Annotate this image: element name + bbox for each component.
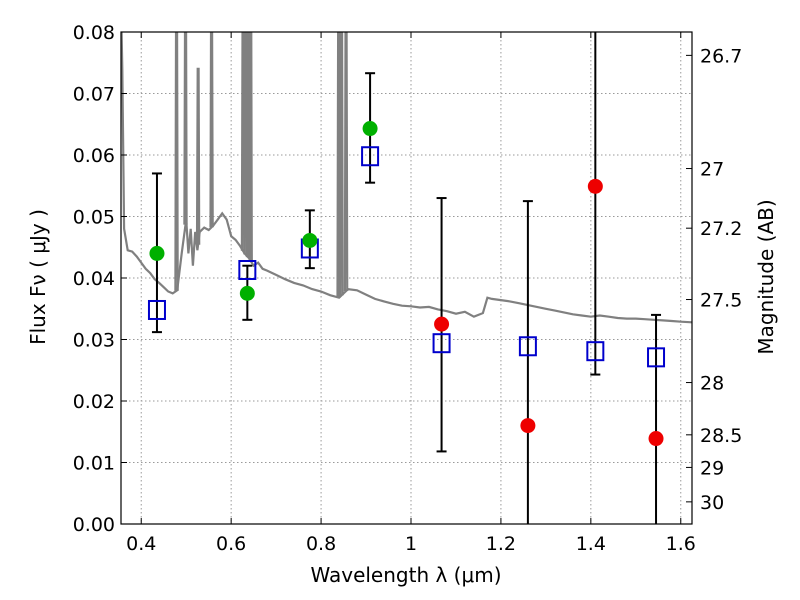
magnitude-tick-label: 27 — [700, 159, 724, 181]
emission-line-spike — [174, 32, 179, 291]
emission-line-spike — [195, 67, 201, 245]
magnitude-tick-label: 29 — [700, 457, 724, 479]
emission-line-spike — [248, 32, 253, 261]
emission-line-spike — [339, 32, 344, 296]
model-point — [518, 336, 537, 357]
y-tick-label: 0.03 — [73, 330, 115, 352]
emission-line-spike — [183, 32, 188, 225]
model-point — [361, 146, 380, 167]
detection-point — [302, 232, 318, 248]
model-spectrum — [121, 32, 692, 324]
model-points — [147, 146, 666, 368]
y-tick-label: 0.07 — [73, 84, 115, 106]
y-tick-label: 0.05 — [73, 207, 115, 229]
detection-point — [149, 245, 165, 261]
limit-point — [434, 316, 450, 332]
y-tick-label: 0.01 — [73, 453, 115, 475]
limit-point — [520, 418, 536, 434]
limit-point — [587, 178, 603, 194]
grid — [121, 32, 692, 524]
model-point — [432, 333, 451, 354]
y-tick-label: 0.08 — [73, 22, 115, 44]
model-point — [238, 260, 257, 281]
emission-line-spike — [209, 32, 214, 228]
magnitude-axis-label: Magnitude (AB) — [754, 199, 778, 354]
x-tick-label: 1.4 — [576, 533, 606, 555]
y-tick-label: 0.04 — [73, 268, 115, 290]
emission-line-spike — [245, 32, 251, 258]
limit-point — [648, 431, 664, 447]
observed-points — [149, 121, 664, 447]
x-tick-label: 0.6 — [216, 533, 246, 555]
x-tick-label: 1 — [405, 533, 417, 555]
emission-line-spike — [336, 32, 341, 298]
model-point — [147, 299, 166, 320]
magnitude-tick-label: 28 — [700, 373, 724, 395]
magnitude-tick-label: 27.2 — [700, 218, 742, 240]
axis-ticks: 0.4 0.6 0.8 1 1.2 1.4 1.6 0.00 0.01 0.02 0.03 0.04 0… — [73, 22, 743, 555]
y-tick-label: 0.02 — [73, 391, 115, 413]
x-axis-label: Wavelength λ (μm) — [310, 563, 501, 587]
magnitude-tick-label: 30 — [700, 492, 724, 514]
x-tick-label: 0.4 — [126, 533, 156, 555]
y-axis-label: Flux Fν ( μJy ) — [26, 209, 50, 345]
magnitude-tick-label: 28.5 — [700, 425, 742, 447]
magnitude-tick-label: 26.7 — [700, 45, 742, 67]
model-spectrum-line — [121, 32, 692, 324]
y-tick-label: 0.00 — [73, 514, 115, 536]
detection-point — [239, 285, 255, 301]
model-point — [586, 341, 605, 362]
x-tick-label: 1.2 — [486, 533, 516, 555]
magnitude-tick-label: 27.5 — [700, 290, 742, 312]
emission-line-spike — [343, 32, 349, 292]
y-tick-label: 0.06 — [73, 145, 115, 167]
detection-point — [362, 121, 378, 137]
x-tick-label: 1.6 — [666, 533, 696, 555]
model-point — [647, 347, 666, 368]
x-tick-label: 0.8 — [306, 533, 336, 555]
